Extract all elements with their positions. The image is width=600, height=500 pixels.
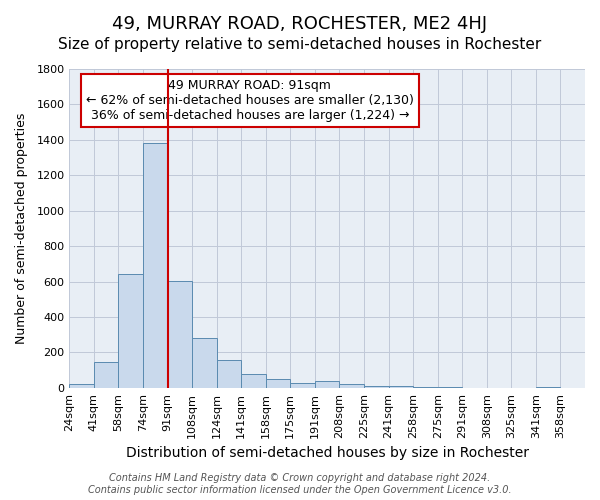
Text: 49 MURRAY ROAD: 91sqm
← 62% of semi-detached houses are smaller (2,130)
36% of s: 49 MURRAY ROAD: 91sqm ← 62% of semi-deta… bbox=[86, 78, 414, 122]
Text: Contains HM Land Registry data © Crown copyright and database right 2024.
Contai: Contains HM Land Registry data © Crown c… bbox=[88, 474, 512, 495]
Bar bbox=[364, 386, 389, 388]
Bar bbox=[290, 384, 315, 388]
Bar bbox=[70, 384, 94, 388]
Bar bbox=[413, 387, 437, 388]
Bar bbox=[167, 280, 192, 388]
Bar bbox=[217, 360, 241, 388]
Y-axis label: Number of semi-detached properties: Number of semi-detached properties bbox=[15, 112, 28, 344]
X-axis label: Distribution of semi-detached houses by size in Rochester: Distribution of semi-detached houses by … bbox=[125, 446, 529, 460]
Text: Size of property relative to semi-detached houses in Rochester: Size of property relative to semi-detach… bbox=[58, 38, 542, 52]
Bar bbox=[241, 374, 266, 388]
Bar bbox=[94, 362, 118, 388]
Bar bbox=[143, 142, 167, 388]
Bar bbox=[266, 379, 290, 388]
Text: 49, MURRAY ROAD, ROCHESTER, ME2 4HJ: 49, MURRAY ROAD, ROCHESTER, ME2 4HJ bbox=[112, 15, 488, 33]
Bar bbox=[118, 274, 143, 388]
Bar bbox=[437, 387, 462, 388]
Bar bbox=[192, 338, 217, 388]
Bar bbox=[536, 387, 560, 388]
Bar bbox=[389, 386, 413, 388]
Bar bbox=[315, 380, 340, 388]
Bar bbox=[340, 384, 364, 388]
